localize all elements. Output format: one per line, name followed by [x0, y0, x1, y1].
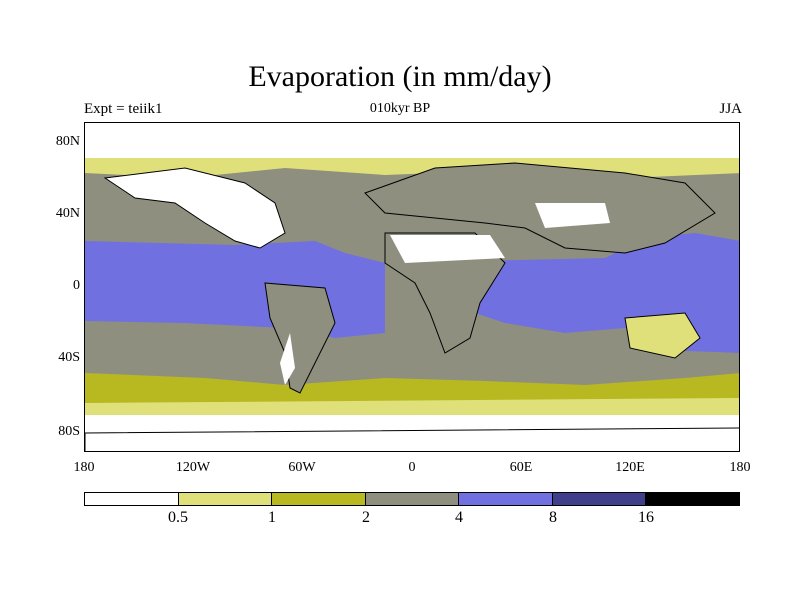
colorbar-label: 2	[362, 509, 370, 526]
colorbar	[84, 492, 740, 506]
colorbar-segment	[272, 493, 366, 505]
colorbar-label: 4	[455, 509, 463, 526]
central-asia-dry	[535, 203, 610, 228]
field-arctic	[85, 123, 739, 158]
colorbar-segment	[646, 493, 740, 505]
plot-subtitle: 010kyr BP	[369, 101, 431, 116]
colorbar-label: 8	[549, 509, 557, 526]
colorbar-segment	[552, 493, 647, 505]
lon-tick-label: 120W	[175, 460, 211, 475]
evaporation-map	[84, 122, 740, 452]
south-america	[264, 282, 336, 394]
colorbar-segment	[365, 493, 460, 505]
north-america	[103, 167, 286, 249]
australia	[624, 312, 701, 359]
lat-tick-label: 80N	[55, 134, 80, 149]
antarctica-coast	[85, 427, 739, 451]
lat-tick-label: 0	[73, 278, 80, 293]
colorbar-segment	[178, 493, 273, 505]
lon-tick-label: 60E	[509, 460, 533, 475]
lon-tick-label: 60W	[288, 460, 316, 475]
lon-tick-label: 0	[408, 460, 416, 475]
patagonia-dry	[280, 333, 295, 385]
field-south-light	[85, 398, 739, 418]
lat-tick-label: 80S	[58, 424, 80, 439]
lat-tick-label: 40S	[58, 350, 80, 365]
colorbar-label: 1	[268, 509, 276, 526]
colorbar-label: 16	[638, 509, 654, 526]
plot-title: Evaporation (in mm/day)	[248, 60, 552, 93]
lon-tick-label: 180	[73, 460, 95, 475]
colorbar-label: 0.5	[168, 509, 188, 526]
field-antarctic	[85, 415, 739, 451]
experiment-label: Expt = teiik1	[84, 101, 163, 117]
lon-tick-label: 120E	[615, 460, 645, 475]
colorbar-segment	[459, 493, 553, 505]
season-label: JJA	[719, 101, 742, 117]
lat-tick-label: 40N	[55, 206, 80, 221]
colorbar-segment	[85, 493, 179, 505]
lon-tick-label: 180	[729, 460, 751, 475]
sahara-dry	[390, 235, 505, 263]
